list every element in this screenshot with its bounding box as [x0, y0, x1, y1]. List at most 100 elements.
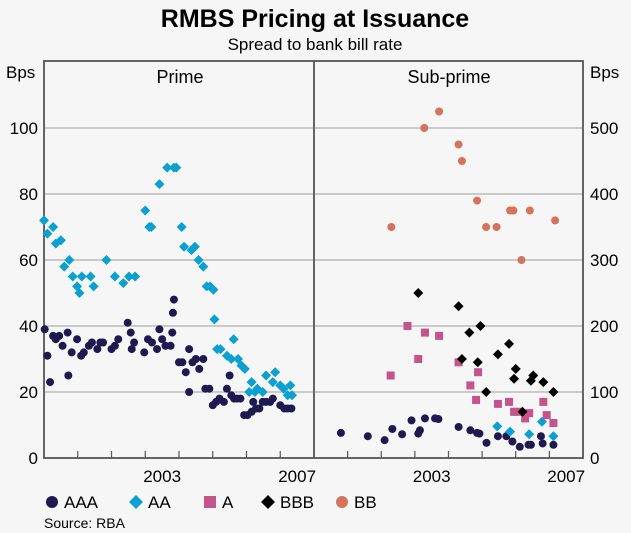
- point-aaa: [140, 348, 149, 357]
- point-aaa: [336, 428, 345, 437]
- right-tick-label: 500: [590, 119, 618, 138]
- point-aaa: [199, 355, 208, 363]
- point-aaa: [126, 328, 135, 337]
- point-bb: [525, 206, 534, 215]
- point-bbb: [528, 370, 539, 381]
- prime-points: [39, 162, 298, 420]
- point-aaa: [169, 295, 178, 304]
- point-aa: [109, 271, 120, 282]
- legend-label-bb: BB: [354, 493, 377, 512]
- point-aaa: [166, 341, 175, 350]
- point-aaa: [130, 338, 139, 347]
- point-aaa: [363, 432, 372, 441]
- point-aaa: [219, 397, 228, 406]
- x-tick-label: 2007: [278, 467, 316, 486]
- point-aaa: [249, 397, 258, 406]
- point-a: [403, 322, 412, 330]
- point-aaa: [388, 424, 397, 433]
- point-bb: [509, 206, 518, 215]
- legend-label-aa: AA: [148, 493, 171, 512]
- point-aa: [287, 390, 298, 401]
- point-aaa: [434, 415, 443, 424]
- point-aaa: [493, 432, 502, 441]
- point-aa: [278, 383, 289, 394]
- left-axis-unit: Bps: [6, 63, 35, 82]
- right-tick-label: 200: [590, 317, 618, 336]
- point-aaa: [380, 436, 389, 445]
- point-aaa: [420, 414, 429, 423]
- point-aaa: [155, 325, 164, 334]
- point-bbb: [510, 363, 521, 374]
- point-aa: [524, 429, 535, 440]
- point-aaa: [482, 438, 491, 447]
- x-tick-label: 2007: [547, 467, 585, 486]
- point-aa: [55, 235, 66, 246]
- legend-marker-bb: [336, 496, 348, 508]
- point-bbb: [456, 354, 467, 364]
- chart-title: RMBS Pricing at Issuance: [161, 5, 470, 33]
- point-a: [414, 355, 423, 363]
- point-aa: [48, 222, 59, 232]
- plot-frame: [43, 60, 584, 459]
- point-aa: [146, 222, 157, 232]
- point-aa: [140, 205, 151, 216]
- point-bb: [387, 223, 396, 231]
- point-aa: [76, 271, 87, 282]
- point-aaa: [40, 325, 49, 334]
- legend-label-a: A: [222, 493, 234, 512]
- point-aa: [246, 377, 257, 388]
- point-aa: [536, 416, 547, 427]
- point-aaa: [185, 345, 194, 354]
- point-aa: [261, 370, 272, 381]
- right-tick-label: 0: [590, 449, 599, 468]
- point-bb: [457, 157, 466, 165]
- point-bb: [551, 216, 560, 225]
- point-aa: [67, 271, 78, 282]
- left-tick-label: 80: [19, 185, 38, 204]
- point-bbb: [492, 349, 503, 360]
- point-aaa: [63, 328, 72, 337]
- point-aa: [176, 222, 187, 232]
- point-aaa: [168, 328, 177, 337]
- x-tick-label: 2003: [413, 467, 451, 486]
- point-aaa: [123, 318, 132, 327]
- point-aa: [154, 179, 165, 190]
- left-tick-label: 0: [29, 449, 38, 468]
- point-bbb: [517, 406, 528, 417]
- point-aa: [257, 387, 268, 397]
- point-aaa: [287, 404, 296, 413]
- left-tick-label: 100: [10, 119, 38, 138]
- point-bbb: [538, 377, 549, 388]
- point-aaa: [407, 416, 416, 425]
- point-bb: [473, 196, 482, 205]
- point-aaa: [526, 440, 535, 449]
- point-aaa: [64, 371, 73, 380]
- point-aaa: [415, 426, 424, 435]
- point-aaa: [99, 338, 108, 347]
- point-aaa: [205, 384, 214, 393]
- point-aaa: [454, 422, 463, 431]
- point-aaa: [110, 341, 119, 350]
- point-a: [521, 414, 530, 423]
- point-aa: [209, 314, 220, 325]
- point-bbb: [548, 387, 559, 397]
- point-aa: [118, 278, 129, 289]
- point-a: [454, 358, 463, 367]
- point-a: [435, 331, 444, 340]
- right-tick-label: 400: [590, 185, 618, 204]
- point-aa: [505, 426, 516, 437]
- point-aaa: [222, 384, 231, 393]
- point-bbb: [453, 301, 464, 312]
- point-aaa: [43, 351, 52, 360]
- point-bb: [435, 107, 444, 116]
- point-aaa: [236, 394, 245, 403]
- point-aaa: [508, 437, 517, 446]
- point-bbb: [413, 288, 424, 298]
- point-aaa: [398, 430, 407, 439]
- point-aaa: [73, 335, 82, 344]
- point-aa: [88, 281, 99, 292]
- panel-label-prime: Prime: [156, 67, 203, 87]
- point-aaa: [191, 355, 200, 363]
- point-aaa: [185, 388, 194, 396]
- point-aaa: [158, 335, 167, 344]
